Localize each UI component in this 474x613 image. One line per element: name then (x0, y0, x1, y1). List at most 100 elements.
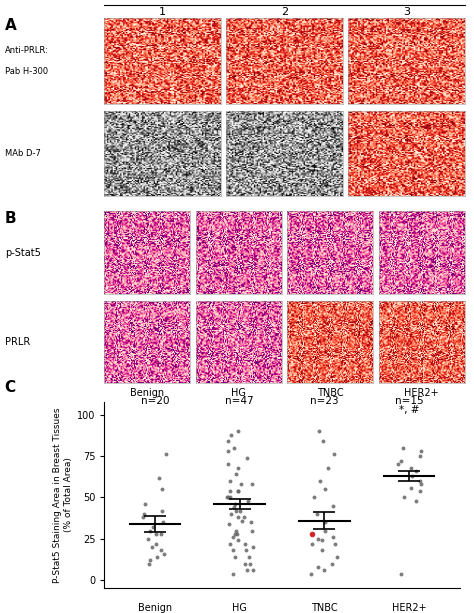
Point (316, 427, 323, 436)
Text: n=15: n=15 (395, 397, 423, 406)
Text: p-Stat5: p-Stat5 (5, 248, 41, 257)
Text: 3: 3 (403, 7, 410, 17)
Text: Benign: Benign (130, 388, 164, 398)
Point (234, 512, 242, 522)
Text: *, #: *, # (399, 405, 419, 415)
Point (139, 512, 147, 522)
Point (329, 501, 337, 511)
Text: n=20: n=20 (141, 397, 169, 406)
Point (408, 471, 416, 481)
Point (158, 506, 165, 516)
Point (232, 470, 240, 479)
Point (417, 479, 425, 489)
Point (321, 517, 328, 527)
Point (416, 486, 423, 496)
Point (236, 506, 244, 516)
Point (246, 552, 253, 562)
Point (330, 449, 338, 459)
Point (231, 499, 238, 509)
Point (224, 460, 232, 470)
Point (229, 532, 237, 542)
Point (227, 509, 235, 519)
Point (146, 555, 153, 565)
Point (245, 496, 252, 506)
Point (412, 466, 419, 476)
Point (328, 559, 336, 569)
Text: 2: 2 (281, 7, 288, 17)
Text: HER2+: HER2+ (404, 388, 439, 398)
Point (416, 476, 424, 486)
Point (307, 569, 315, 579)
Text: HER2+: HER2+ (392, 603, 426, 613)
Point (316, 476, 324, 486)
Text: B: B (5, 211, 17, 226)
Point (157, 546, 164, 555)
Point (146, 526, 154, 536)
Text: PRLR: PRLR (5, 337, 30, 347)
Point (394, 460, 402, 470)
Point (231, 529, 239, 539)
Point (412, 496, 420, 506)
Text: n=23: n=23 (310, 397, 338, 406)
Text: A: A (5, 18, 17, 33)
Point (159, 517, 167, 527)
Point (225, 519, 233, 529)
Point (331, 539, 339, 549)
Point (322, 484, 329, 494)
Text: 1: 1 (159, 7, 166, 17)
Y-axis label: P-Stat5 Staining Area in Breast Tissues
(% of Total Area): P-Stat5 Staining Area in Breast Tissues … (53, 407, 73, 583)
Point (140, 509, 148, 519)
Point (315, 534, 322, 544)
Point (158, 484, 166, 494)
Point (242, 539, 249, 549)
Point (155, 473, 163, 482)
Point (310, 493, 318, 503)
Point (320, 565, 328, 575)
Point (229, 546, 237, 555)
Point (235, 536, 242, 546)
Point (416, 451, 423, 461)
Point (142, 499, 149, 509)
Point (226, 539, 234, 549)
Text: C: C (5, 381, 16, 395)
Point (407, 463, 415, 473)
Point (397, 569, 405, 579)
Point (309, 539, 316, 549)
Point (144, 534, 152, 544)
Point (242, 546, 250, 555)
Point (397, 456, 405, 466)
Point (238, 516, 246, 525)
Point (149, 522, 157, 532)
Point (230, 443, 238, 453)
Point (224, 446, 232, 456)
Point (333, 552, 340, 562)
Point (324, 463, 332, 473)
Point (241, 559, 248, 569)
Point (246, 559, 254, 569)
Point (417, 446, 425, 456)
Point (226, 486, 234, 496)
Point (319, 436, 327, 446)
Text: MAb D-7: MAb D-7 (5, 149, 41, 158)
Text: Anti-PRLR:

Pab H-300: Anti-PRLR: Pab H-300 (5, 46, 48, 76)
Text: n=47: n=47 (226, 397, 254, 406)
Point (234, 486, 241, 496)
Point (157, 529, 164, 539)
Point (234, 463, 242, 473)
Point (160, 549, 168, 558)
Point (224, 493, 231, 503)
Point (148, 543, 156, 552)
Text: TNBC: TNBC (311, 603, 337, 613)
Text: HG: HG (232, 603, 247, 613)
Text: TNBC: TNBC (317, 388, 344, 398)
Point (248, 479, 255, 489)
Point (227, 476, 234, 486)
Point (235, 427, 242, 436)
Point (319, 546, 326, 555)
Point (240, 512, 247, 522)
Point (224, 436, 231, 446)
Point (399, 443, 407, 453)
Point (309, 529, 316, 539)
Point (234, 486, 242, 496)
Point (146, 559, 153, 569)
